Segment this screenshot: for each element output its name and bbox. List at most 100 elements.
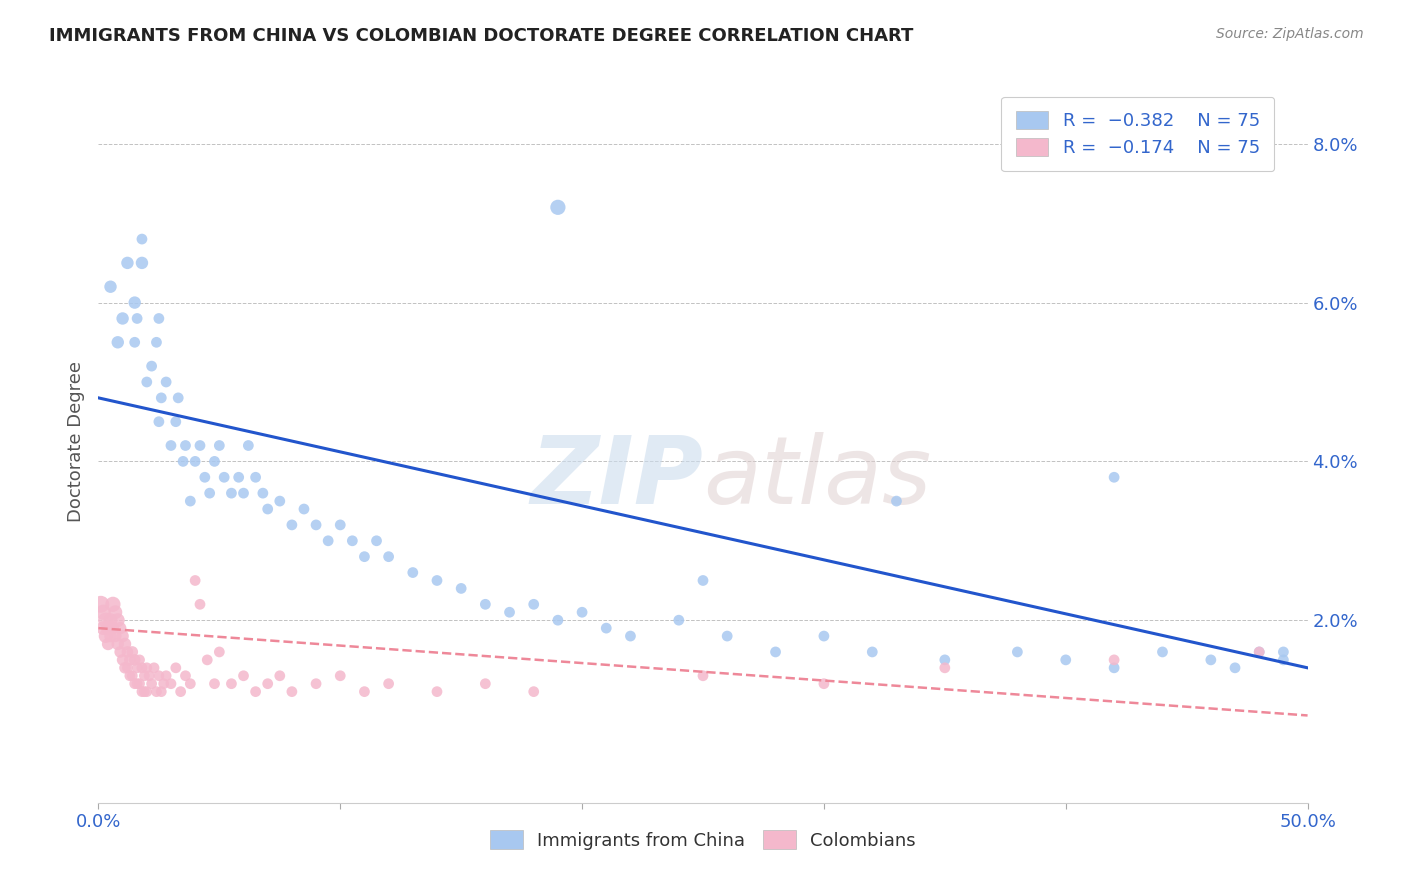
Point: [377, 676, 399, 690]
Point: [143, 661, 166, 675]
Point: [100, 279, 122, 293]
Point: [208, 438, 231, 452]
Point: [155, 669, 177, 683]
Point: [188, 597, 211, 611]
Point: [547, 613, 569, 627]
Point: [716, 629, 738, 643]
Point: [127, 676, 149, 690]
Point: [97, 621, 120, 635]
Point: [523, 597, 546, 611]
Point: [329, 517, 352, 532]
Point: [117, 661, 139, 675]
Point: [155, 375, 177, 389]
Point: [692, 669, 714, 683]
Point: [353, 684, 375, 698]
Point: [316, 533, 339, 548]
Point: [94, 613, 117, 627]
Point: [232, 486, 254, 500]
Point: [252, 486, 274, 500]
Text: ZIP: ZIP: [530, 432, 703, 524]
Point: [160, 438, 183, 452]
Point: [114, 661, 136, 675]
Point: [150, 391, 173, 405]
Point: [208, 645, 231, 659]
Point: [188, 438, 211, 452]
Point: [269, 494, 291, 508]
Point: [886, 494, 908, 508]
Point: [124, 653, 146, 667]
Point: [131, 256, 153, 270]
Point: [450, 582, 472, 596]
Point: [179, 494, 201, 508]
Point: [1272, 645, 1295, 659]
Point: [238, 438, 260, 452]
Point: [124, 335, 146, 350]
Y-axis label: Doctorate Degree: Doctorate Degree: [66, 361, 84, 522]
Point: [100, 613, 122, 627]
Point: [232, 669, 254, 683]
Point: [934, 653, 956, 667]
Point: [101, 621, 124, 635]
Point: [165, 661, 187, 675]
Point: [813, 676, 835, 690]
Point: [124, 676, 146, 690]
Point: [101, 597, 124, 611]
Point: [174, 438, 197, 452]
Point: [1102, 653, 1125, 667]
Point: [245, 684, 267, 698]
Point: [148, 669, 170, 683]
Point: [107, 637, 129, 651]
Point: [141, 676, 163, 690]
Point: [366, 533, 388, 548]
Point: [619, 629, 641, 643]
Point: [174, 669, 197, 683]
Point: [128, 653, 150, 667]
Point: [134, 684, 156, 698]
Point: [121, 669, 143, 683]
Point: [377, 549, 399, 564]
Point: [107, 613, 129, 627]
Point: [117, 256, 139, 270]
Point: [245, 470, 267, 484]
Point: [152, 676, 174, 690]
Point: [571, 605, 593, 619]
Point: [97, 637, 120, 651]
Point: [1249, 645, 1271, 659]
Text: IMMIGRANTS FROM CHINA VS COLOMBIAN DOCTORATE DEGREE CORRELATION CHART: IMMIGRANTS FROM CHINA VS COLOMBIAN DOCTO…: [49, 27, 914, 45]
Point: [94, 629, 117, 643]
Point: [131, 232, 153, 246]
Point: [934, 661, 956, 675]
Point: [141, 359, 163, 373]
Point: [127, 311, 149, 326]
Point: [90, 597, 112, 611]
Point: [1223, 661, 1246, 675]
Point: [305, 517, 328, 532]
Point: [204, 454, 226, 468]
Point: [195, 653, 218, 667]
Point: [212, 470, 235, 484]
Point: [342, 533, 364, 548]
Point: [281, 517, 304, 532]
Point: [111, 653, 134, 667]
Point: [91, 605, 114, 619]
Point: [595, 621, 617, 635]
Point: [305, 676, 328, 690]
Point: [692, 574, 714, 588]
Point: [100, 629, 122, 643]
Point: [184, 454, 207, 468]
Point: [107, 335, 129, 350]
Point: [111, 629, 134, 643]
Point: [1199, 653, 1222, 667]
Point: [860, 645, 883, 659]
Point: [329, 669, 352, 683]
Text: Source: ZipAtlas.com: Source: ZipAtlas.com: [1216, 27, 1364, 41]
Point: [172, 454, 194, 468]
Point: [179, 676, 201, 690]
Point: [474, 597, 496, 611]
Point: [281, 684, 304, 698]
Point: [128, 676, 150, 690]
Point: [135, 375, 157, 389]
Point: [668, 613, 690, 627]
Point: [135, 661, 157, 675]
Point: [198, 486, 221, 500]
